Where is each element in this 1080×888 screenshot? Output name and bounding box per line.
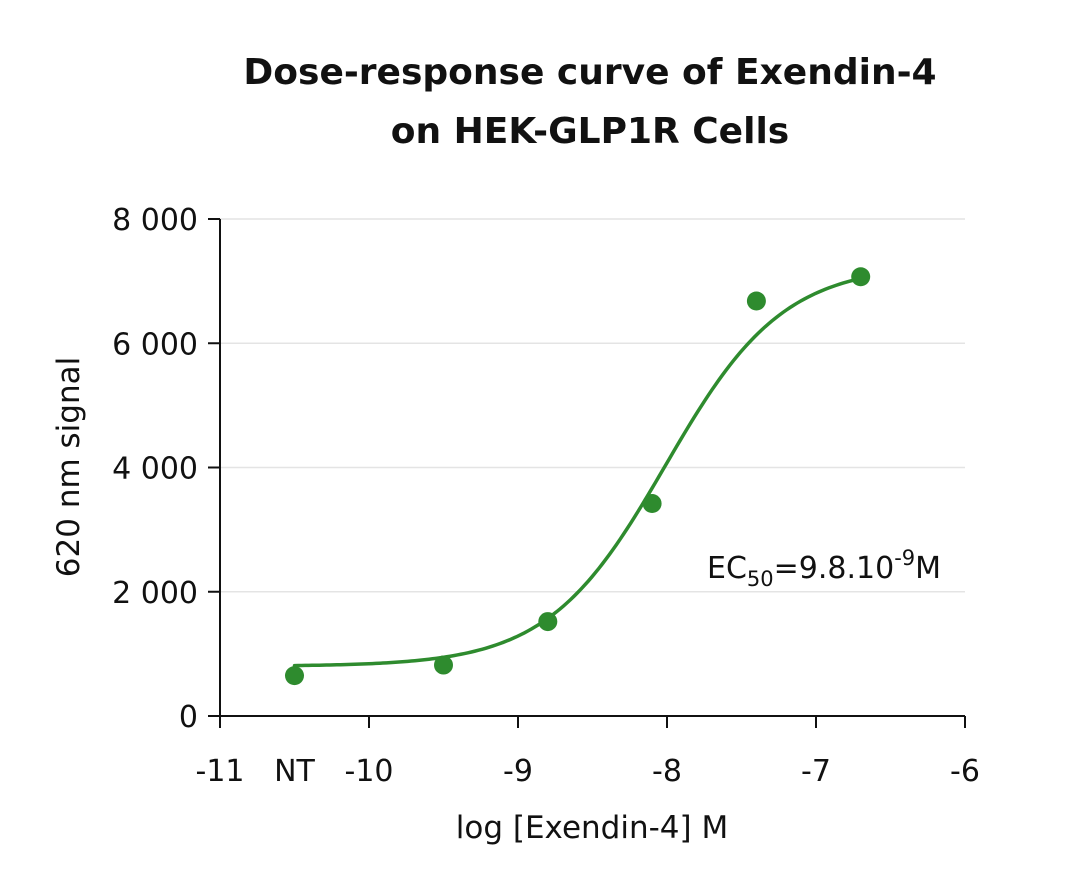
- x-tick-label: -6: [950, 754, 980, 789]
- data-points-layer: [285, 267, 871, 686]
- x-tick-label-nt: NT: [274, 754, 315, 789]
- chart-title: Dose-response curve of Exendin-4 on HEK-…: [243, 52, 936, 152]
- y-tick-label: 2 000: [112, 576, 198, 611]
- ec50-subscript: 50: [747, 567, 774, 591]
- x-tick-label: -9: [503, 754, 533, 789]
- grid-lines: [220, 218, 965, 593]
- x-tick-label: -7: [801, 754, 831, 789]
- axes: [208, 219, 965, 728]
- data-point: [538, 612, 558, 632]
- data-point: [642, 494, 662, 514]
- ec50-annotation: EC50=9.8.10-9M: [707, 546, 941, 591]
- y-tick-label: 6 000: [112, 327, 198, 362]
- x-tick-label: -8: [652, 754, 682, 789]
- data-point: [285, 666, 304, 686]
- fit-curve-layer: [292, 276, 863, 668]
- ec50-value: =9.8.10: [774, 551, 895, 586]
- ec50-prefix: EC: [707, 551, 747, 586]
- y-tick-label: 8 000: [112, 203, 198, 238]
- axis-ticks: 0 2 000 4 000 6 000 8 000 -11 -10 -9 -8 -7 -6 NT: [112, 203, 980, 789]
- ec50-unit: M: [915, 551, 941, 586]
- data-point: [746, 291, 766, 311]
- ec50-exponent: -9: [894, 546, 915, 570]
- x-axis-label: log [Exendin-4] M: [456, 810, 728, 846]
- x-tick-label: -11: [196, 754, 245, 789]
- y-axis-label: 620 nm signal: [51, 357, 87, 577]
- data-point: [851, 267, 871, 287]
- y-tick-label: 4 000: [112, 452, 198, 487]
- chart-title-line-1: Dose-response curve of Exendin-4: [243, 52, 936, 93]
- chart-title-line-2: on HEK-GLP1R Cells: [391, 111, 789, 152]
- data-point: [434, 655, 453, 675]
- x-tick-label: -10: [345, 754, 394, 789]
- fit-curve: [292, 276, 863, 668]
- y-tick-label: 0: [179, 700, 198, 735]
